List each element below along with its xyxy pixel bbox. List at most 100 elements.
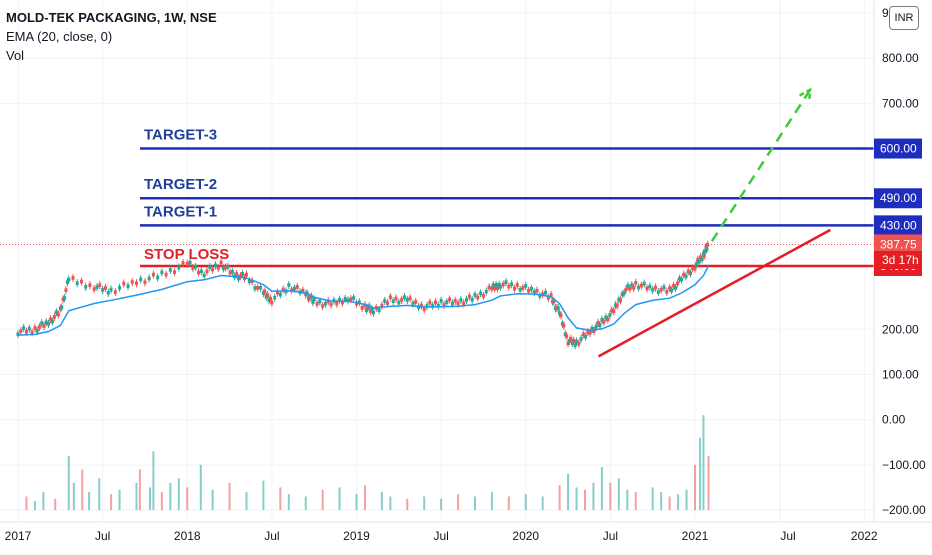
volume-bar — [660, 491, 663, 510]
symbol-title[interactable]: MOLD-TEK PACKAGING, 1W, NSE — [6, 10, 217, 25]
candle-body — [493, 286, 497, 291]
legend: MOLD-TEK PACKAGING, 1W, NSE EMA (20, clo… — [6, 8, 217, 65]
candle-body — [370, 307, 374, 311]
candle-body — [151, 272, 155, 277]
volume-bar — [177, 478, 180, 510]
candle-body — [612, 309, 616, 314]
candle-body — [592, 329, 596, 334]
candle-body — [651, 288, 655, 292]
candle-body — [216, 266, 220, 270]
candle-body — [113, 290, 117, 294]
volume-indicator-label[interactable]: Vol — [6, 48, 25, 63]
candle-body — [642, 281, 646, 286]
candle-body — [501, 282, 505, 287]
volume-bar — [228, 482, 231, 510]
volume-bar — [558, 485, 561, 510]
candle-body — [60, 305, 64, 310]
candle-body — [391, 299, 395, 304]
candle-body — [338, 297, 342, 302]
candle-body — [364, 308, 368, 312]
candle-body — [481, 294, 485, 298]
candle-body — [219, 260, 223, 265]
currency-button[interactable]: INR — [889, 6, 919, 30]
candle-body — [494, 283, 498, 287]
candle-body — [301, 288, 305, 293]
stop-loss-label: STOP LOSS — [144, 246, 229, 263]
candle-body — [44, 320, 48, 325]
volume-bar — [321, 489, 324, 510]
candle-body — [490, 286, 494, 291]
candle-body — [321, 304, 325, 308]
candle-body — [211, 267, 215, 272]
candle-body — [552, 299, 556, 304]
volume-bar — [25, 496, 28, 510]
candle-body — [292, 286, 296, 291]
candle-body — [173, 270, 177, 274]
volume-bar — [592, 482, 595, 510]
volume-bar — [575, 487, 578, 510]
volume-bar — [694, 464, 696, 510]
candle-body — [604, 315, 608, 320]
drawings — [597, 87, 831, 358]
candle-body — [637, 285, 641, 290]
candle-body — [465, 298, 469, 302]
volume-bar — [279, 487, 282, 510]
candle-body — [276, 290, 280, 295]
candle-body — [134, 281, 138, 285]
volume-bar — [490, 491, 493, 510]
candle-body — [541, 292, 545, 297]
candle-body — [665, 290, 669, 294]
candle-body — [538, 294, 542, 298]
time-tick: 2017 — [5, 529, 32, 543]
candle-body — [581, 332, 585, 337]
candle-body — [335, 301, 339, 306]
candle-body — [22, 326, 26, 330]
candle-body — [290, 288, 294, 292]
candle-body — [628, 287, 632, 291]
candle-body — [250, 279, 254, 284]
candle-body — [425, 304, 429, 308]
candle-body — [515, 283, 519, 287]
candle-body — [386, 301, 390, 305]
price-tick: 800.00 — [882, 51, 919, 65]
price-tick: 200.00 — [882, 322, 919, 336]
candle-body — [185, 261, 189, 266]
countdown-label: 3d 17h — [882, 253, 919, 267]
candle-body — [230, 270, 234, 274]
volume-bar — [651, 487, 654, 510]
candle-body — [699, 255, 703, 259]
candle-body — [27, 326, 31, 331]
candle-body — [360, 306, 364, 310]
price-series — [16, 240, 710, 350]
candle-body — [50, 319, 54, 324]
candle-body — [498, 284, 502, 289]
candle-body — [168, 268, 172, 272]
volume-bar — [473, 496, 476, 510]
candle-body — [205, 269, 209, 274]
candle-body — [54, 310, 58, 315]
candle-body — [42, 324, 46, 328]
candle-body — [98, 283, 102, 287]
volume-bar — [626, 489, 629, 510]
candle-body — [40, 321, 44, 325]
volume-bar — [169, 482, 172, 510]
candle-body — [143, 280, 147, 285]
candle-body — [400, 298, 404, 302]
candle-body — [56, 312, 60, 317]
volume-bar — [245, 491, 248, 510]
volume-bars — [25, 415, 710, 510]
volume-bar — [88, 491, 91, 510]
candle-body — [295, 285, 299, 289]
candle-body — [617, 297, 621, 302]
price-axis[interactable]: 900.00800.00700.00600.00490.00430.00387.… — [873, 0, 926, 522]
time-axis[interactable]: 2017 Jul 2018 Jul 2019 Jul 2020 Jul 2021 Jul 2022 — [0, 521, 932, 543]
candle-body — [610, 308, 614, 313]
ema-indicator-label[interactable]: EMA (20, close, 0) — [6, 29, 113, 44]
volume-bar — [507, 496, 510, 510]
candle-body — [411, 301, 415, 306]
candle-body — [383, 299, 387, 303]
candle-body — [287, 283, 291, 287]
candle-body — [535, 288, 539, 293]
